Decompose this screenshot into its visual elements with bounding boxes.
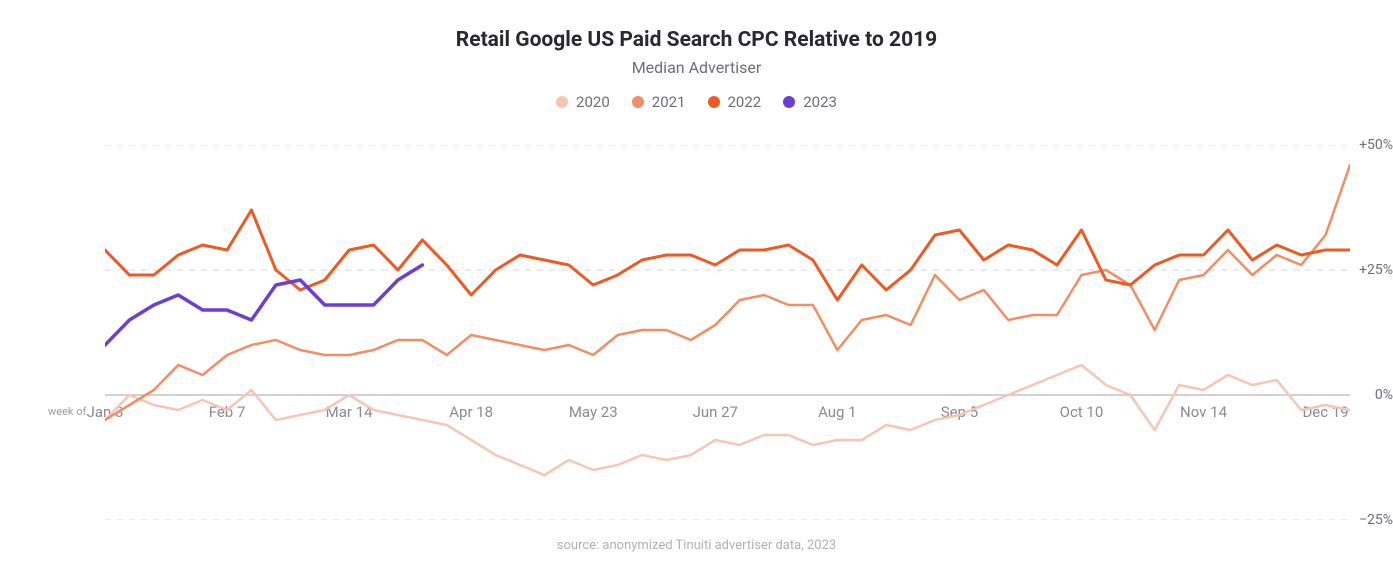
legend-swatch — [632, 96, 644, 108]
legend-label: 2023 — [803, 93, 837, 111]
chart-title: Retail Google US Paid Search CPC Relativ… — [0, 0, 1393, 52]
series-line-2022 — [105, 210, 1350, 300]
series-line-2023 — [105, 265, 422, 345]
legend-item-2021: 2021 — [632, 93, 686, 111]
legend-label: 2020 — [576, 93, 610, 111]
legend-swatch — [783, 96, 795, 108]
plot-area — [105, 145, 1350, 520]
legend-item-2020: 2020 — [556, 93, 610, 111]
legend-swatch — [556, 96, 568, 108]
weekof-label: week of — [48, 405, 86, 418]
source-note: source: anonymized Tinuiti advertiser da… — [0, 538, 1393, 553]
legend: 2020 2021 2022 2023 — [0, 93, 1393, 111]
legend-item-2022: 2022 — [708, 93, 762, 111]
legend-label: 2022 — [728, 93, 762, 111]
series-line-2020 — [105, 365, 1350, 475]
series-line-2021 — [105, 165, 1350, 420]
legend-item-2023: 2023 — [783, 93, 837, 111]
legend-swatch — [708, 96, 720, 108]
legend-label: 2021 — [652, 93, 686, 111]
chart-subtitle: Median Advertiser — [0, 58, 1393, 77]
chart-container: Retail Google US Paid Search CPC Relativ… — [0, 0, 1393, 588]
